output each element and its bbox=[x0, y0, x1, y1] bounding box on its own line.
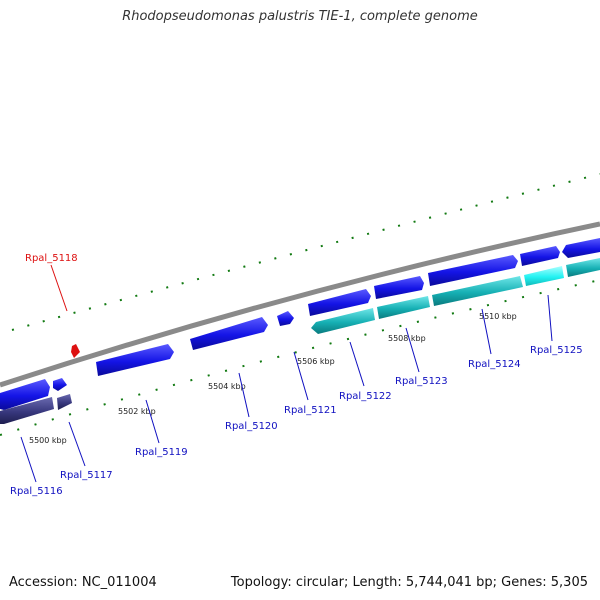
genome-backbone bbox=[0, 221, 600, 388]
leader-line bbox=[547, 294, 553, 342]
gene-rpal-5116-forward bbox=[0, 379, 50, 410]
topology-text: Topology: circular; Length: 5,744,041 bp… bbox=[230, 575, 588, 590]
gene-label-rpal-5121: Rpal_5121 bbox=[284, 405, 337, 416]
reverse-genes bbox=[0, 258, 600, 424]
leader-line bbox=[145, 399, 160, 444]
leader-line bbox=[405, 327, 420, 373]
leader-line bbox=[20, 436, 37, 483]
leader-line bbox=[50, 264, 68, 312]
genome-title: Rhodopseudomonas palustris TIE-1, comple… bbox=[122, 9, 478, 24]
gene-rpal-5119 bbox=[96, 344, 174, 376]
forward-genes bbox=[0, 238, 600, 410]
ruler-label: 5506 kbp bbox=[297, 357, 335, 366]
gene-next-forward bbox=[562, 238, 600, 258]
gene-rpal-5122-reverse bbox=[311, 308, 375, 334]
accession-text: Accession: NC_011004 bbox=[9, 575, 157, 590]
gene-rpal-5122 bbox=[308, 289, 371, 316]
ruler-label: 5500 kbp bbox=[29, 436, 67, 445]
gene-label-rpal-5119: Rpal_5119 bbox=[135, 447, 188, 458]
leader-line bbox=[68, 421, 86, 467]
gene-rpal-5125 bbox=[520, 246, 560, 266]
gene-rpal-5121 bbox=[277, 311, 294, 326]
gene-rpal-5117-reverse bbox=[57, 394, 72, 410]
gene-label-rpal-5124: Rpal_5124 bbox=[468, 359, 521, 370]
rpal-5118-marker bbox=[71, 344, 80, 358]
gene-label-rpal-5116: Rpal_5116 bbox=[10, 486, 63, 497]
gene-rpal-5120 bbox=[190, 317, 268, 350]
gene-rpal-5123 bbox=[374, 276, 424, 299]
ruler-label: 5502 kbp bbox=[118, 407, 156, 416]
gene-label-rpal-5118: Rpal_5118 bbox=[25, 253, 78, 264]
gene-label-rpal-5123: Rpal_5123 bbox=[395, 376, 448, 387]
leader-line bbox=[481, 308, 492, 355]
gene-rpal-5124-reverse bbox=[432, 276, 523, 306]
leader-line bbox=[349, 341, 365, 387]
gene-next-reverse bbox=[566, 258, 600, 277]
gene-label-rpal-5117: Rpal_5117 bbox=[60, 470, 113, 481]
leader-line bbox=[238, 372, 250, 418]
gene-rpal-5116-reverse bbox=[0, 397, 54, 424]
ruler-label: 5508 kbp bbox=[388, 334, 426, 343]
gene-rpal-5117-forward bbox=[53, 378, 67, 391]
gene-rpal-5124 bbox=[428, 255, 518, 286]
upper-tick-track bbox=[11, 173, 600, 331]
ruler-label: 5510 kbp bbox=[479, 312, 517, 321]
leader-line bbox=[293, 351, 309, 401]
gene-label-rpal-5120: Rpal_5120 bbox=[225, 421, 278, 432]
gene-rpal-5123-reverse bbox=[377, 296, 430, 319]
gene-rpal-5125-highlight bbox=[524, 266, 564, 286]
gene-label-rpal-5122: Rpal_5122 bbox=[339, 391, 392, 402]
gene-label-rpal-5125: Rpal_5125 bbox=[530, 345, 583, 356]
ruler-label: 5504 kbp bbox=[208, 382, 246, 391]
